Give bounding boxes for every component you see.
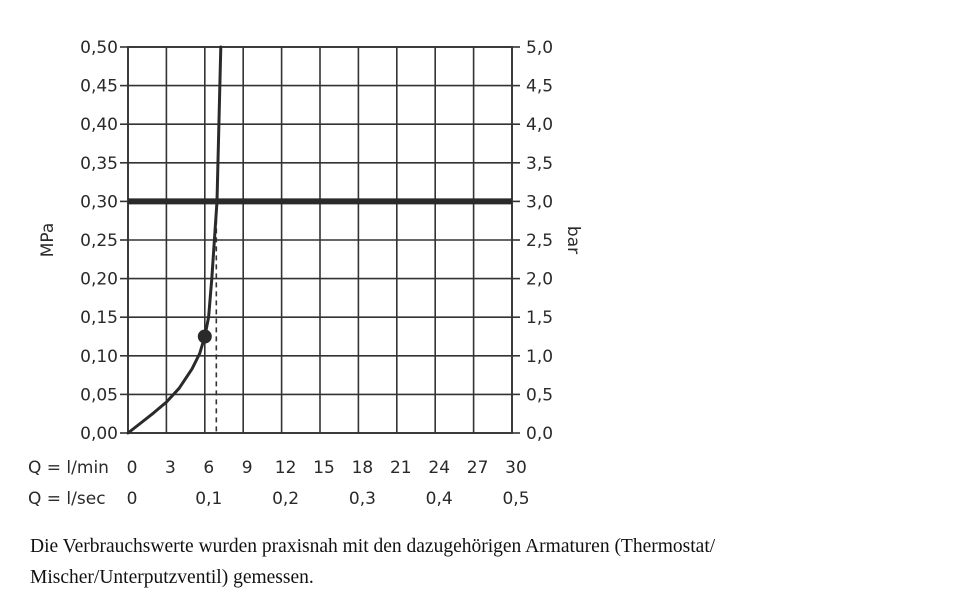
x-tick-label-lmin: 18: [352, 458, 374, 478]
x-tick-label-lmin: 27: [467, 458, 489, 478]
y-axis-title-right: bar: [563, 226, 583, 254]
y-tick-label-right: 1,5: [526, 308, 553, 328]
y-tick-label-left: 0,15: [80, 308, 118, 328]
curve-marker-point: [197, 329, 212, 344]
y-tick-label-left: 0,25: [80, 231, 118, 251]
y-tick-label-left: 0,05: [80, 385, 118, 405]
y-tick-label-right: 5,0: [526, 38, 553, 58]
x-tick-label-lmin: 0: [127, 458, 138, 478]
y-tick-label-right: 3,5: [526, 154, 553, 174]
x-tick-label-lmin: 3: [165, 458, 176, 478]
right-axis-ticks: 0,0 0,5 1,0 1,5 2,0 2,5 3,0 3,5 4,0 4,5 5,0: [526, 38, 553, 444]
x-tick-label-lmin: 24: [428, 458, 450, 478]
x-tick-label-lsec: 0,5: [502, 489, 529, 509]
y-tick-label-right: 3,0: [526, 192, 553, 212]
y-axis-title-left: MPa: [38, 223, 58, 258]
x-row-label-lsec: Q = l/sec: [28, 489, 106, 509]
x-tick-label-lsec: 0,4: [426, 489, 453, 509]
y-tick-label-left: 0,30: [80, 192, 118, 212]
chart-grid: [120, 46, 520, 434]
y-tick-label-left: 0,35: [80, 154, 118, 174]
caption-line-2: Mischer/Unterputzventil) gemessen.: [30, 567, 314, 588]
y-tick-label-left: 0,00: [80, 424, 118, 444]
y-tick-label-right: 2,0: [526, 270, 553, 290]
x-tick-label-lsec: 0,1: [195, 489, 222, 509]
flow-pressure-chart: 0,000,050,100,150,200,250,300,350,400,45…: [28, 38, 583, 509]
y-tick-label-right: 4,0: [526, 115, 553, 135]
caption: Die Verbrauchswerte wurden praxisnah mit…: [30, 531, 930, 593]
y-tick-label-left: 0,50: [80, 38, 118, 58]
y-tick-label-right: 2,5: [526, 231, 553, 251]
x-row-label-lmin: Q = l/min: [28, 458, 109, 478]
bottom-axis-ticks: 0 3 6 9 12 15 18 21 24 27 30 0 0,1 0,2 0,3 0,4 0,5: [127, 458, 530, 509]
flow-curve: [126, 45, 223, 435]
y-tick-label-right: 4,5: [526, 77, 553, 97]
x-tick-label-lmin: 12: [275, 458, 297, 478]
x-tick-label-lmin: 6: [203, 458, 214, 478]
y-tick-label-left: 0,40: [80, 115, 118, 135]
plot-frame: [127, 46, 513, 434]
x-tick-label-lmin: 30: [505, 458, 527, 478]
y-tick-label-right: 0,5: [526, 385, 553, 405]
x-tick-label-lsec: 0: [127, 489, 138, 509]
left-axis-ticks: 0,00 0,05 0,10 0,15 0,20 0,25 0,30 0,35 0,40 0,45…: [80, 38, 118, 444]
y-tick-label-left: 0,45: [80, 77, 118, 97]
y-tick-label-left: 0,10: [80, 347, 118, 367]
x-tick-label-lsec: 0,2: [272, 489, 299, 509]
flow-curve-group: [126, 45, 223, 435]
y-tick-label-right: 1,0: [526, 347, 553, 367]
x-tick-label-lmin: 15: [313, 458, 335, 478]
x-tick-label-lmin: 21: [390, 458, 412, 478]
x-tick-label-lsec: 0,3: [349, 489, 376, 509]
x-tick-label-lmin: 9: [242, 458, 253, 478]
caption-line-1: Die Verbrauchswerte wurden praxisnah mit…: [30, 536, 716, 557]
y-tick-label-left: 0,20: [80, 270, 118, 290]
marker-group: [197, 329, 212, 344]
y-tick-label-right: 0,0: [526, 424, 553, 444]
